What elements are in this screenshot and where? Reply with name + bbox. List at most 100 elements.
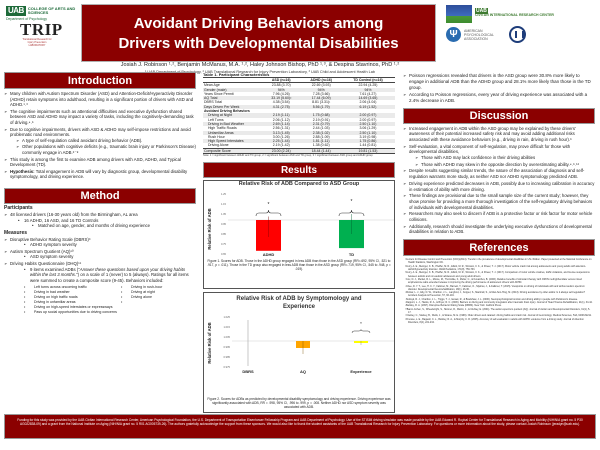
column-header: TD Control (n=16): [340, 78, 395, 84]
behavior-item: Left turns across oncoming traffic: [24, 285, 119, 290]
svg-text:AQ: AQ: [300, 369, 306, 374]
civitan-logo: UAB CIVITAN INTERNATIONAL RESEARCH CENTE…: [446, 5, 596, 23]
behavior-item: Driving in bad weather: [24, 290, 119, 295]
intro-bullet: Due to cognitive impairments, drivers wi…: [4, 127, 196, 156]
measure-detail: ASD symptom severity: [24, 254, 196, 260]
discussion-bullet: Increased engagement in ADB within the A…: [403, 126, 595, 143]
trip-logo: TRIP: [20, 20, 63, 39]
figure-2-caption: Figure 2. Scores for ADBs as predicted b…: [207, 397, 391, 410]
svg-text:TD: TD: [349, 252, 354, 257]
table-row: Unfamiliar Areas 3.13 (1.45) 2.38 (1.02) 2.…: [203, 130, 395, 135]
discussion-bullet: Self-evaluation, a vital component of se…: [403, 144, 595, 168]
department-name: Department of Psychology: [6, 17, 48, 21]
svg-text:1.05: 1.05: [221, 212, 227, 216]
references-heading: References: [403, 239, 595, 257]
svg-text:0.95: 0.95: [221, 222, 227, 226]
title-line-1: Avoidant Driving Behaviors among: [133, 15, 384, 32]
behavior-item: Driving in unfamiliar areas: [24, 300, 119, 305]
figure-1: Relative Risk of ADB Compared to ASD Gro…: [203, 180, 395, 290]
figure-1-plot: Relative Risk of ADB 1.25 1.15 1.05 0.95 0.…: [206, 189, 394, 257]
discussion-sub-bullet: Those with ASD may lack confidence in th…: [415, 155, 595, 161]
left-column: Introduction Many children with Autism S…: [4, 72, 196, 315]
sponsor-logos: UAB CIVITAN INTERNATIONAL RESEARCH CENTE…: [446, 5, 596, 60]
reference-item: ¹¹Owsley, C., Stalvey, B., Wells, J., & …: [405, 314, 592, 318]
table-row: Gender (male) 94% 94% 94%: [203, 87, 395, 92]
table-row: Rush Hour 3.00 (1.26) 2.88 (1.09) 3.19 (0.9…: [208, 134, 377, 139]
introduction-body: Many children with Autism Spectrum Disor…: [4, 91, 196, 180]
table-row: Days Driven Per Week 4.31 (2.75) 5.56 (1.7…: [203, 104, 395, 110]
svg-text:*: *: [360, 321, 362, 326]
figure-2-plot: Relative Risk of ADB 1.025 1.015 1.005 0.9…: [206, 315, 394, 383]
discussion-body: Increased engagement in ADB within the A…: [403, 126, 595, 236]
column-header: ADHD (n=16): [301, 78, 341, 84]
behaviors-list: Left turns across oncoming traffic Drivi…: [24, 285, 196, 315]
behavior-item: Driving in rush-hour: [121, 285, 201, 290]
method-heading: Method: [4, 187, 196, 204]
behavior-item: Pass up social opportunities due to driv…: [24, 310, 201, 315]
participant-characteristics-table: ASD (n=16) ADHD (n=16) TD Control (n=16)…: [203, 78, 395, 155]
svg-text:DBRS: DBRS: [242, 369, 254, 374]
discussion-sub-bullet: Those with ADHD may skew in the opposite…: [415, 162, 595, 168]
svg-text:1.25: 1.25: [221, 192, 227, 196]
apa-psi-icon: Ψ: [446, 27, 461, 42]
introduction-heading: Introduction: [4, 72, 196, 89]
svg-text:ADHD: ADHD: [263, 252, 275, 257]
table-title: Table 1. Participant Characteristics: [203, 72, 395, 78]
table-composite-row: Composite Score 23.00 (2.24) 18.44 (1.44) 1…: [203, 147, 395, 155]
svg-text:0.985: 0.985: [224, 355, 231, 359]
middle-column: Table 1. Participant Characteristics ASD…: [203, 72, 395, 414]
svg-text:0.995: 0.995: [224, 345, 231, 349]
svg-text:1.025: 1.025: [224, 315, 231, 319]
behavior-item: Driving alone: [121, 295, 201, 300]
table-row: Years Since Permit 7.96 (4.26) 7.28 (3.66)…: [204, 91, 377, 96]
svg-text:0.65: 0.65: [221, 252, 227, 256]
svg-text:Relative Risk of ADB: Relative Risk of ADB: [207, 208, 212, 249]
reference-item: ¹²Knouse, L. E., Bagwell, C. L., Barkley…: [405, 317, 584, 324]
discussion-heading: Discussion: [403, 107, 595, 124]
measure-item: Autism Spectrum Quotient (AQ)¹⁰ ASD symp…: [4, 249, 196, 260]
column-header: ASD (n=16): [261, 78, 302, 84]
trip-subtitle: Translational Research for Injury Preven…: [22, 38, 52, 47]
measure-item: Driving Habits Questionnaire (DHQ)¹¹ 9 i…: [4, 261, 196, 283]
discussion-bullet: Driving experience predicted decreases i…: [403, 181, 595, 192]
civitan-stars-icon: [446, 5, 472, 23]
usdot-logo-icon: [509, 26, 526, 43]
behavior-item: Driving on high traffic roads: [24, 295, 119, 300]
intro-bullet: Many children with Autism Spectrum Disor…: [4, 91, 196, 108]
participants-heading: Participants: [4, 204, 33, 211]
dhq-description: 9 items examined ADBs ("Answer these que…: [24, 267, 196, 284]
svg-text:0.85: 0.85: [221, 232, 227, 236]
funding-footer: Funding for this study was provided by t…: [4, 414, 596, 439]
intro-bullet: This study is among the first to examine…: [4, 157, 196, 168]
measure-item: Disruptive Behavior Rating Scale (DBRS)⁹…: [4, 237, 196, 248]
table-note: Note: 1 = significant between ADHD and T…: [203, 154, 373, 158]
behavior-item: Driving at night: [121, 290, 201, 295]
college-name: COLLEGE OF ARTS AND SCIENCES: [27, 5, 76, 15]
measures-heading: Measures: [4, 229, 28, 236]
reference-item: ⁵Chee, D. Y. T., Lee, H. C. Y., Falkmer,…: [405, 284, 585, 291]
author-list: Josiah J. Robinson ¹˒², Benjamin McManus…: [120, 62, 400, 68]
figure-2: Relative Risk of ADB by Symptomology and…: [203, 292, 395, 414]
reference-item: ⁴Cox, D. J., Merkel, R. L., Moore, M., T…: [405, 277, 582, 285]
behavior-item: Driving on high-speed interstates or exp…: [24, 305, 201, 310]
title-line-2: Drivers with Developmental Disabilities: [118, 35, 399, 52]
table-row: AQ Total 33.19 (5.60)² 17.44 (6.09) 14.69 (…: [203, 96, 395, 101]
figure-1-caption: Figure 1. Scores for ADB. Those in the A…: [207, 259, 391, 272]
reference-item: ⁷Stolwyk, R. J., Charlton, J. L., Triggs…: [405, 297, 578, 301]
civitan-uab-mark: UAB: [475, 8, 488, 15]
table-row: DBRS Total 4.38 (3.54) 8.81 (3.31)¹ 2.06 (4…: [204, 100, 377, 105]
svg-text:0.975: 0.975: [224, 365, 231, 369]
discussion-bullet: Researchers may also seek to discern if …: [403, 211, 595, 222]
table-row: Left Turns 2.06 (1.12) 2.19 (0.91) 2.00 (0.…: [208, 117, 377, 122]
poster-title: Avoidant Driving Behaviors among Drivers…: [81, 4, 436, 62]
reference-item: ¹⁰Baron-Cohen, S., Wheelwright, S., Skin…: [405, 307, 591, 314]
table-row: High Speed Interstates 2.25 (1.44) 1.81 (1…: [203, 139, 395, 144]
svg-text:Relative Risk of ADB: Relative Risk of ADB: [207, 322, 212, 363]
groups-bullet: 16 ADHD, 16 ASD, and 16 TD Controls Matc…: [18, 218, 196, 229]
references-list: ¹Centers for Disease Control and Prevent…: [403, 256, 595, 324]
svg-text:1.005: 1.005: [224, 335, 231, 339]
hypothesis: Hypothesis: Total engagement in ADB will…: [4, 169, 196, 180]
table-row: Driving in Bad Weather 2.69 (1.14) 2.31 (0…: [203, 121, 395, 127]
affiliations: ¹ UAB Department of Psychology, ² UAB Tr…: [145, 70, 375, 74]
apa-name: AMERICAN PSYCHOLOGICAL ASSOCIATION: [464, 28, 494, 41]
